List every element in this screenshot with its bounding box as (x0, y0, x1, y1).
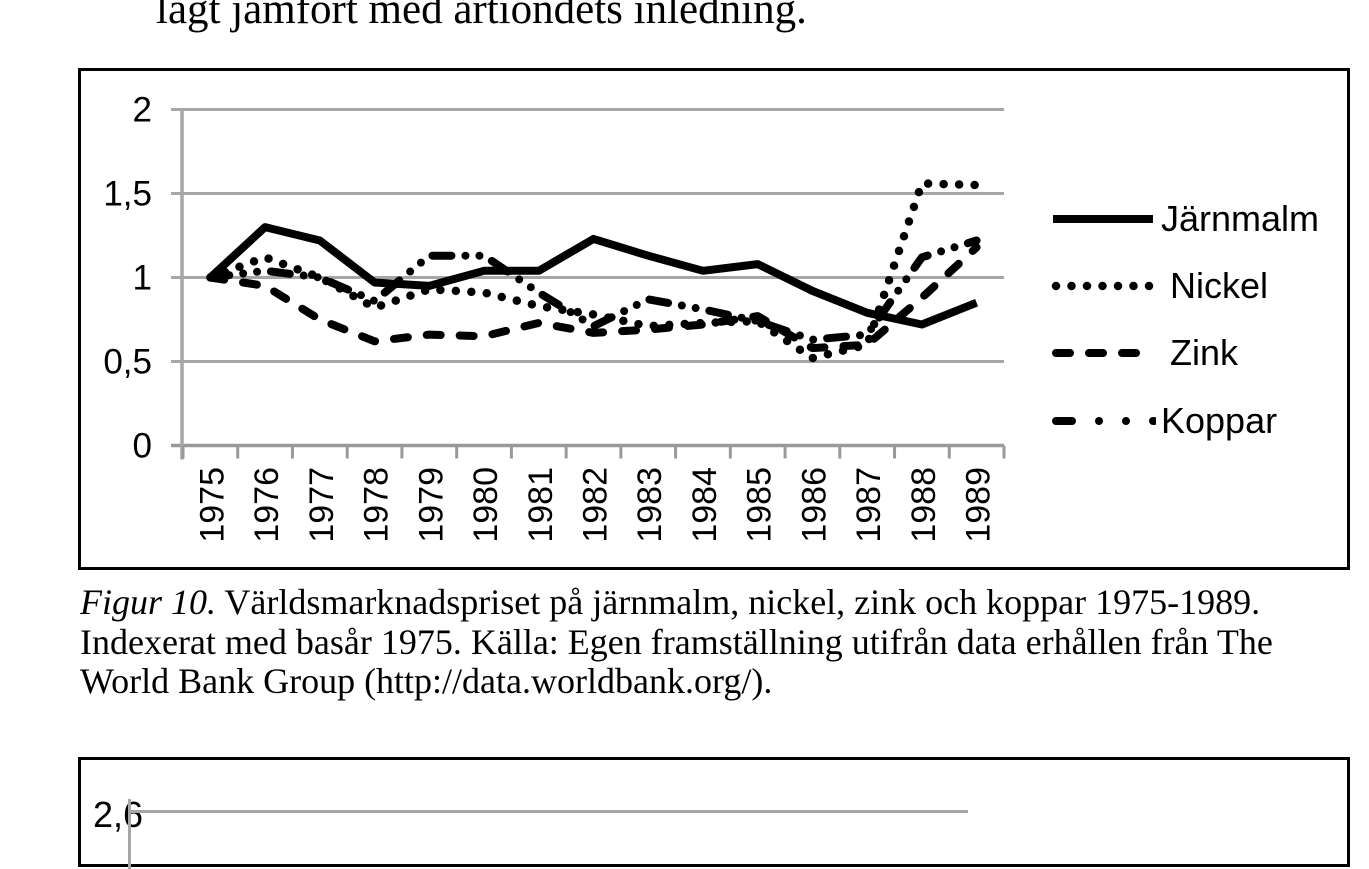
caption-line-2: Indexerat med basår 1975. Källa: Egen fr… (80, 621, 1273, 662)
y-tick-label: 1,5 (103, 175, 152, 214)
y-tick-label: 0 (133, 427, 152, 466)
y-axis-label-top: 2,6 (93, 794, 144, 835)
caption-line-1: Figur 10. Världsmarknadspriset på järnma… (80, 582, 1350, 623)
series-line-järnmalm (207, 223, 979, 329)
figure-10-chart-frame: 0 0,5 1 1,5 2 1975 1976 1977 1978 1979 1980 1981 198… (78, 68, 1350, 570)
legend-line-solid-icon (1053, 215, 1153, 223)
y-tick-label: 2 (133, 91, 152, 130)
legend-label: Nickel (1170, 265, 1269, 306)
x-tick-label: 1984 (686, 467, 724, 543)
x-tick-label: 1980 (467, 467, 505, 543)
series-line-zink (206, 243, 981, 353)
x-tick-label: 1981 (522, 467, 560, 543)
legend-line-dotted-icon (1051, 281, 1155, 291)
figure-11-chart-frame-partial: 2,6 (78, 757, 1350, 869)
x-tick-label: 1976 (248, 467, 286, 543)
legend-label: Zink (1170, 332, 1239, 373)
legend-line-dashdot-icon (1052, 417, 1156, 425)
figure-label: Figur 10. (80, 582, 217, 622)
series-line-nickel (206, 179, 981, 363)
x-tick-label: 1985 (741, 467, 779, 543)
x-tick-label: 1977 (303, 467, 341, 543)
y-tick-label: 0,5 (103, 343, 152, 382)
x-tick-label: 1979 (412, 467, 450, 543)
x-tick-label: 1989 (960, 467, 998, 543)
x-tick-label: 1986 (795, 467, 833, 543)
figure-caption: Figur 10. Världsmarknadspriset på järnma… (80, 582, 1350, 702)
x-tick-label: 1978 (358, 467, 396, 543)
x-tick-label: 1987 (850, 467, 888, 543)
legend-item-koppar: Koppar (1050, 400, 1278, 441)
x-tick-label: 1982 (577, 467, 615, 543)
body-text-fragment: lagt jämfört med årtiondets inledning. (156, 0, 807, 33)
price-index-chart: 0 0,5 1 1,5 2 1975 1976 1977 1978 1979 1980 1981 198… (103, 91, 1006, 543)
x-tick-label: 1988 (905, 467, 943, 543)
legend-line-dashed-icon (1052, 349, 1152, 357)
legend-label: Järnmalm (1161, 198, 1320, 239)
legend-item-jarnmalm: Järnmalm (1050, 198, 1320, 239)
caption-text: Världsmarknadspriset på järnmalm, nickel… (216, 582, 1261, 622)
gridline (128, 810, 968, 813)
legend-label: Koppar (1161, 400, 1278, 441)
caption-line-3: World Bank Group (http://data.worldbank.… (80, 661, 773, 701)
legend-item-zink: Zink (1050, 332, 1239, 373)
series-line-koppar (206, 236, 981, 344)
x-tick-label: 1975 (193, 467, 231, 543)
y-tick-label: 1 (133, 259, 152, 298)
x-tick-label: 1983 (631, 467, 669, 543)
legend-item-nickel: Nickel (1050, 265, 1269, 306)
document-page: { "page": { "top_text_fragment": "lagt j… (78, 0, 1350, 869)
